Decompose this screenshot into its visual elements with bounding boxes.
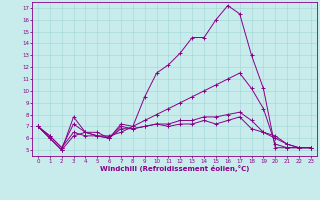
X-axis label: Windchill (Refroidissement éolien,°C): Windchill (Refroidissement éolien,°C) [100,165,249,172]
